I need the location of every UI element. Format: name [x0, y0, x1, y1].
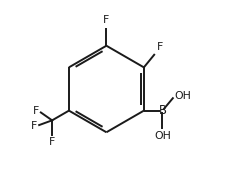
Text: B: B	[158, 104, 166, 117]
Text: F: F	[103, 15, 110, 25]
Text: F: F	[157, 42, 163, 52]
Text: F: F	[33, 106, 39, 116]
Text: F: F	[31, 121, 37, 131]
Text: OH: OH	[174, 91, 191, 101]
Text: F: F	[49, 137, 55, 147]
Text: OH: OH	[154, 131, 171, 141]
